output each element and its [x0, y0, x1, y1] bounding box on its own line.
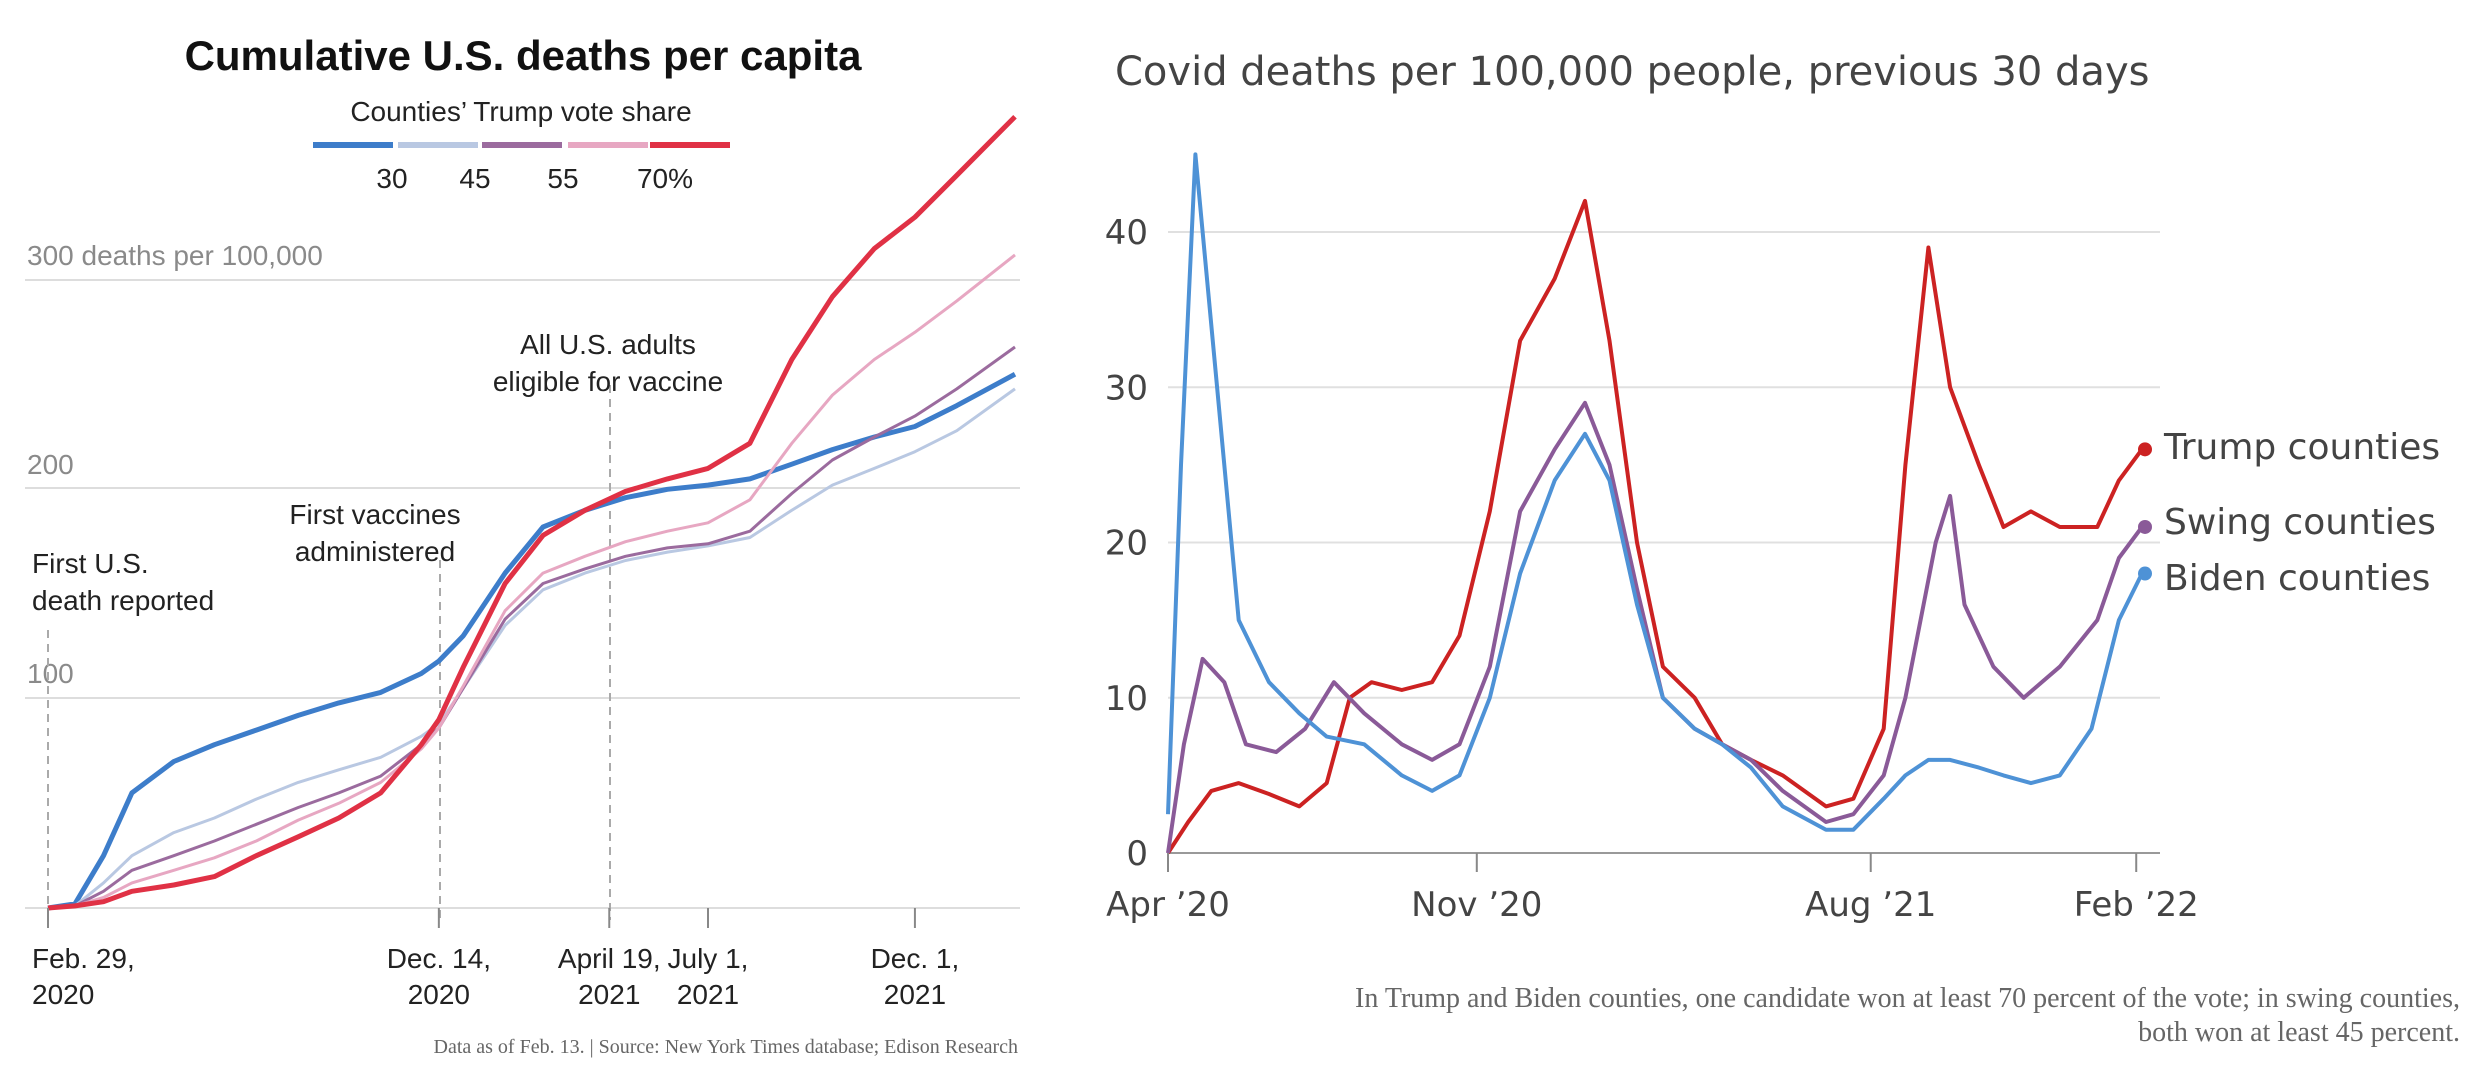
annotation-all-adults-line2: eligible for vaccine	[493, 366, 723, 397]
right-y-tick-label: 30	[1105, 368, 1148, 408]
annotation-first-death-line1: First U.S.	[32, 548, 149, 579]
right-y-tick-label: 40	[1105, 213, 1148, 253]
x-tick-label: 2021	[884, 979, 946, 1010]
x-tick-label: Feb. 29,	[32, 943, 135, 974]
legend-label-55: 55	[547, 163, 578, 194]
right-chart: Covid deaths per 100,000 people, previou…	[1105, 49, 2460, 1048]
y-label-300: 300 deaths per 100,000	[27, 240, 323, 271]
right-x-tick-label: Apr ’20	[1106, 885, 1230, 925]
right-y-tick-label: 10	[1105, 679, 1148, 719]
x-tick-label: July 1,	[668, 943, 749, 974]
y-label-100: 100	[27, 658, 74, 689]
annotation-first-death-line2: death reported	[32, 585, 214, 616]
legend-label-45: 45	[459, 163, 490, 194]
series-label-biden-counties: Biden counties	[2164, 558, 2430, 599]
right-x-tick-label: Nov ’20	[1411, 885, 1542, 925]
left-x-axis-ticks: Feb. 29, 2020 Dec. 14, 2020 April 19, 2021 Jul…	[32, 908, 959, 1010]
series-end-dot-swing-counties	[2138, 519, 2152, 534]
series-line-swing-counties	[1166, 400, 2144, 854]
left-chart: Cumulative U.S. deaths per capita Counti…	[25, 32, 1020, 1058]
series-line-trump-counties	[1166, 198, 2144, 855]
series-end-dot-biden-counties	[2138, 566, 2152, 581]
source-note: Data as of Feb. 13. | Source: New York T…	[434, 1036, 1018, 1058]
right-chart-title: Covid deaths per 100,000 people, previou…	[1115, 49, 2149, 95]
left-chart-title: Cumulative U.S. deaths per capita	[185, 32, 863, 79]
series-label-trump-counties: Trump counties	[2163, 427, 2440, 468]
series-line-55	[47, 345, 1016, 910]
right-series-labels: Trump counties Swing counties Biden counti…	[2163, 427, 2440, 599]
right-y-tick-label: 0	[1126, 834, 1148, 874]
x-tick-label: Dec. 1,	[871, 943, 960, 974]
series-label-swing-counties: Swing counties	[2164, 502, 2436, 543]
left-series-lines	[47, 114, 1017, 911]
x-tick-label: 2020	[32, 979, 94, 1010]
x-tick-label: 2021	[677, 979, 739, 1010]
x-tick-label: 2020	[408, 979, 470, 1010]
right-x-tick-label: Aug ’21	[1805, 885, 1936, 925]
annotation-all-adults-line1: All U.S. adults	[520, 329, 696, 360]
series-line-30	[47, 371, 1017, 911]
right-y-tick-label: 20	[1105, 524, 1148, 564]
annotation-first-vaccines-line1: First vaccines	[289, 499, 460, 530]
series-line-70	[47, 253, 1016, 910]
series-line-45	[47, 387, 1016, 910]
series-end-dot-trump-counties	[2138, 442, 2152, 457]
note-line1: In Trump and Biden counties, one candida…	[1355, 983, 2460, 1014]
y-label-200: 200	[27, 449, 74, 480]
right-x-axis-ticks: Apr ’20 Nov ’20 Aug ’21 Feb ’22	[1106, 853, 2199, 925]
series-line-70	[47, 114, 1017, 911]
legend-label-30: 30	[376, 163, 407, 194]
legend-label-70: 70%	[637, 163, 693, 194]
right-series-lines	[1166, 152, 2152, 855]
x-tick-label: 2021	[578, 979, 640, 1010]
annotation-first-vaccines-line2: administered	[295, 536, 455, 567]
x-tick-label: Dec. 14,	[387, 943, 491, 974]
x-tick-label: April 19,	[558, 943, 661, 974]
note-line2: both won at least 45 percent.	[2138, 1017, 2460, 1048]
right-x-tick-label: Feb ’22	[2074, 885, 2199, 925]
series-line-biden-counties	[1166, 152, 2144, 832]
legend-title: Counties’ Trump vote share	[350, 96, 691, 127]
